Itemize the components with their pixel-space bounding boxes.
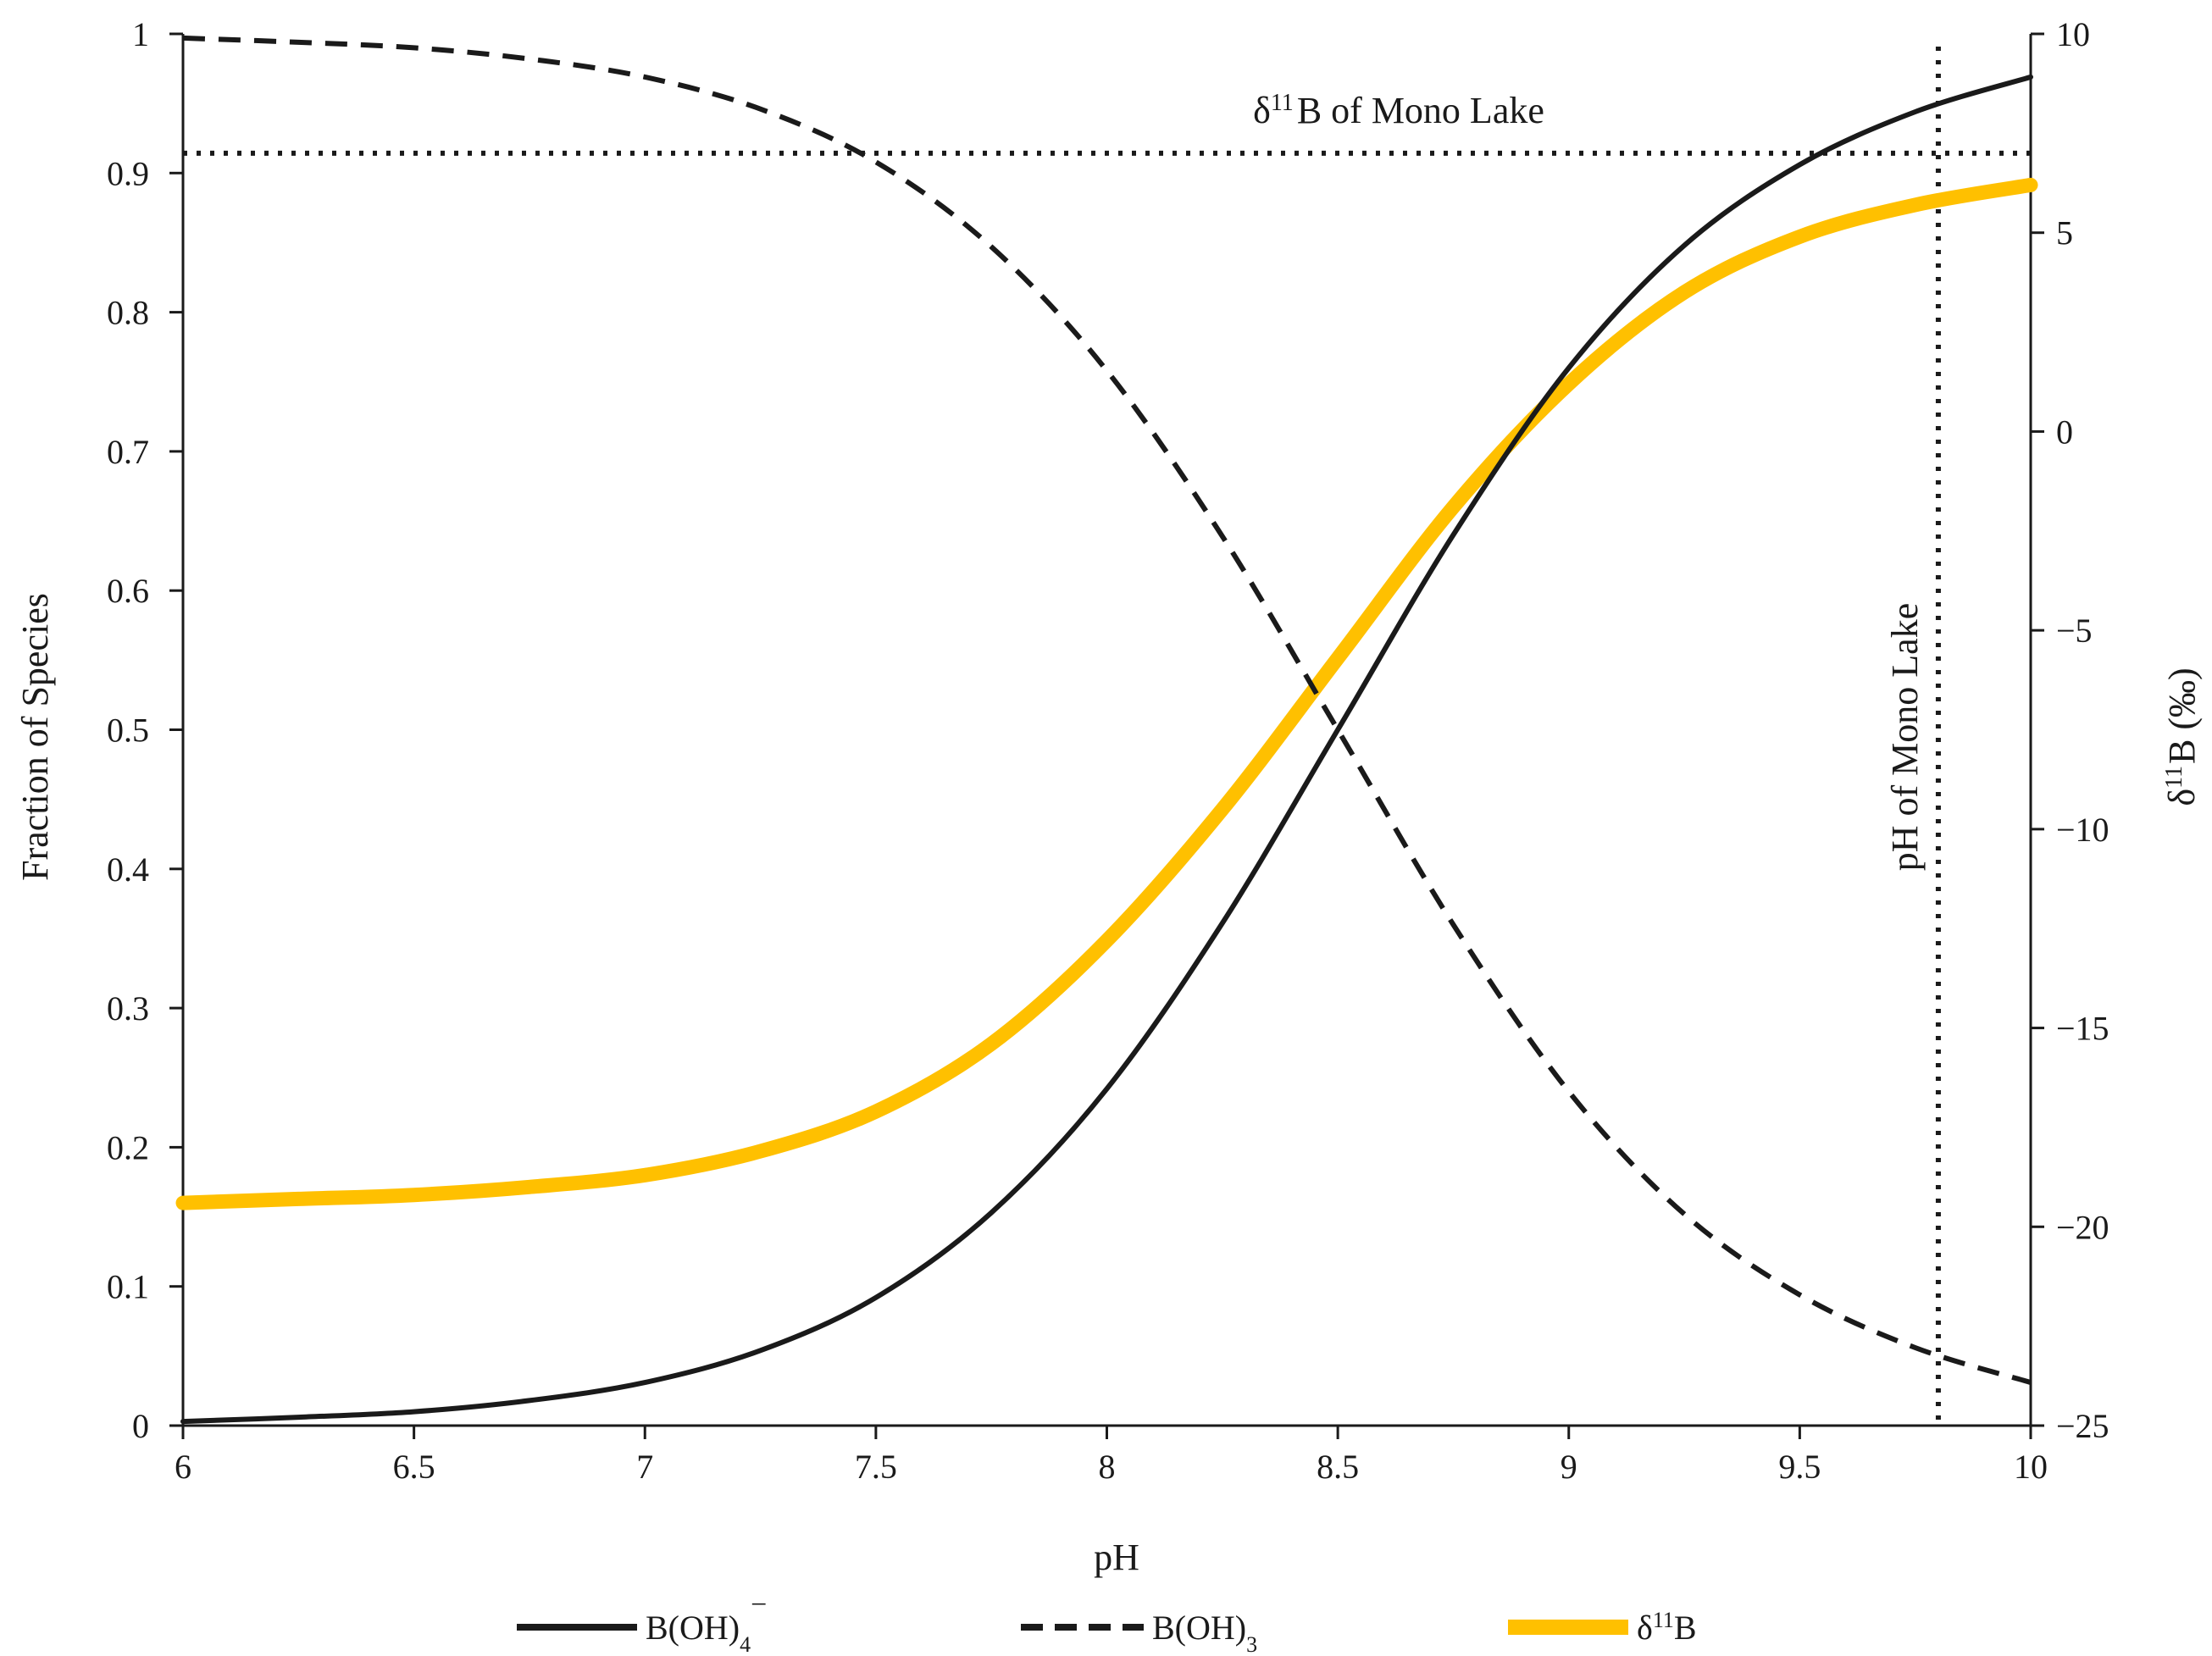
y-left-tick-label: 0.3 xyxy=(107,989,149,1027)
y-left-tick-label: 0.9 xyxy=(107,154,149,192)
legend-label-delta: δ11B xyxy=(1637,1608,1697,1648)
x-tick-label: 6 xyxy=(175,1448,191,1486)
y-axis-title-right: δ11B (‰) xyxy=(2161,667,2204,806)
y-left-tick-label: 0.8 xyxy=(107,294,149,332)
y-left-tick-label: 0.6 xyxy=(107,572,149,610)
y-left-ticks: 0 0.1 0.2 0.3 0.4 0.5 0.6 0.7 0.8 0.9 1 xyxy=(107,15,183,1445)
x-tick-label: 8 xyxy=(1099,1448,1116,1486)
legend: B(OH)4− B(OH)3 δ11B xyxy=(517,1589,1697,1656)
legend-label-boh3: B(OH)3 xyxy=(1152,1609,1257,1656)
y-right-tick-label: −20 xyxy=(2056,1208,2109,1246)
y-right-tick-label: −5 xyxy=(2056,612,2093,650)
series-boh4-line xyxy=(180,74,2033,1425)
y-right-tick-label: −10 xyxy=(2056,811,2109,849)
legend-label-boh4: B(OH)4− xyxy=(646,1589,767,1656)
y-right-tick-label: 10 xyxy=(2056,15,2090,53)
y-axis-title-left: Fraction of Species xyxy=(14,593,56,881)
x-tick-label: 9 xyxy=(1561,1448,1577,1486)
y-right-tick-label: 0 xyxy=(2056,413,2073,451)
series-delta11b-line xyxy=(175,177,2038,1210)
y-left-tick-label: 0.4 xyxy=(107,850,149,889)
y-left-tick-label: 0.2 xyxy=(107,1128,149,1166)
y-left-tick-label: 0.7 xyxy=(107,433,149,471)
series-boh3-line xyxy=(182,35,2032,1385)
y-left-tick-label: 0 xyxy=(132,1407,149,1445)
annotation-ph-mono-lake: pH of Mono Lake xyxy=(1884,603,1926,872)
annotation-delta-mono-lake: δ11B of Mono Lake xyxy=(1253,90,1544,132)
y-left-tick-label: 1 xyxy=(132,15,149,53)
x-tick-label: 10 xyxy=(2014,1448,2048,1486)
x-axis-title: pH xyxy=(1094,1537,1139,1578)
x-tick-label: 7.5 xyxy=(855,1448,897,1486)
y-right-tick-label: −15 xyxy=(2056,1010,2109,1048)
x-tick-label: 8.5 xyxy=(1317,1448,1359,1486)
x-ticks: 6 6.5 7 7.5 8 8.5 9 9.5 10 xyxy=(175,1426,2048,1486)
y-left-tick-label: 0.1 xyxy=(107,1268,149,1306)
x-tick-label: 9.5 xyxy=(1778,1448,1821,1486)
x-tick-label: 6.5 xyxy=(393,1448,435,1486)
y-left-tick-label: 0.5 xyxy=(107,712,149,750)
series-group xyxy=(175,35,2038,1425)
y-right-ticks: 10 5 0 −5 −10 −15 −20 −25 xyxy=(2031,15,2109,1445)
y-right-tick-label: −25 xyxy=(2056,1407,2109,1445)
x-tick-label: 7 xyxy=(636,1448,653,1486)
y-right-tick-label: 5 xyxy=(2056,214,2073,252)
